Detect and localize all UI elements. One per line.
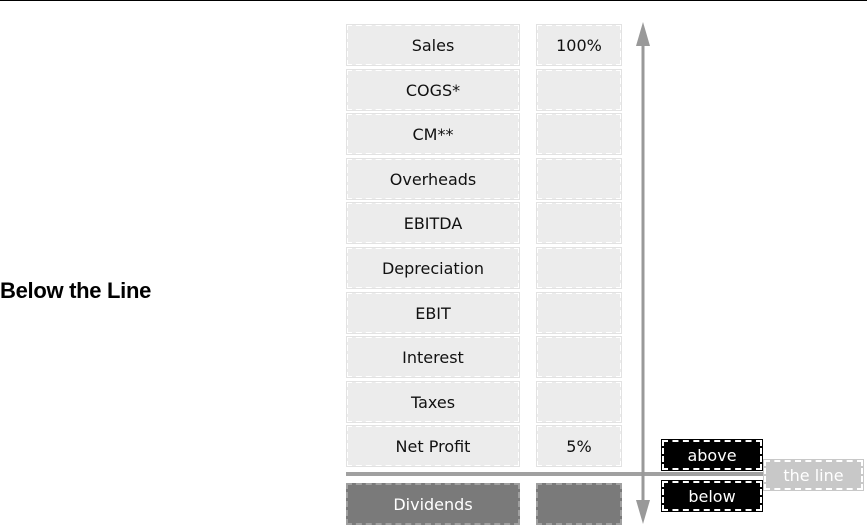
- row-label-ebitda: EBITDA: [346, 202, 520, 244]
- row-label-cogs: COGS*: [346, 69, 520, 111]
- row-value-depreciation: [536, 247, 622, 289]
- row-value-dividends: [536, 483, 622, 525]
- below-label: below: [661, 480, 763, 512]
- row-label-sales: Sales: [346, 24, 520, 66]
- the-line-label: the line: [763, 459, 864, 491]
- row-value-sales: 100%: [536, 24, 622, 66]
- above-label: above: [661, 439, 763, 471]
- top-rule: [0, 0, 867, 1]
- row-value-interest: [536, 336, 622, 378]
- row-label-ebit: EBIT: [346, 292, 520, 334]
- row-label-interest: Interest: [346, 336, 520, 378]
- row-value-overheads: [536, 158, 622, 200]
- row-value-cm: [536, 113, 622, 155]
- row-label-net-profit: Net Profit: [346, 425, 520, 467]
- the-line-divider: [346, 472, 766, 476]
- row-value-cogs: [536, 69, 622, 111]
- row-label-taxes: Taxes: [346, 381, 520, 423]
- vertical-arrow: [636, 22, 650, 524]
- row-value-net-profit: 5%: [536, 425, 622, 467]
- row-label-dividends: Dividends: [346, 483, 520, 525]
- row-value-taxes: [536, 381, 622, 423]
- row-label-depreciation: Depreciation: [346, 247, 520, 289]
- row-value-ebitda: [536, 202, 622, 244]
- row-label-overheads: Overheads: [346, 158, 520, 200]
- page-title: Below the Line: [0, 278, 152, 303]
- row-value-ebit: [536, 292, 622, 334]
- row-label-cm: CM**: [346, 113, 520, 155]
